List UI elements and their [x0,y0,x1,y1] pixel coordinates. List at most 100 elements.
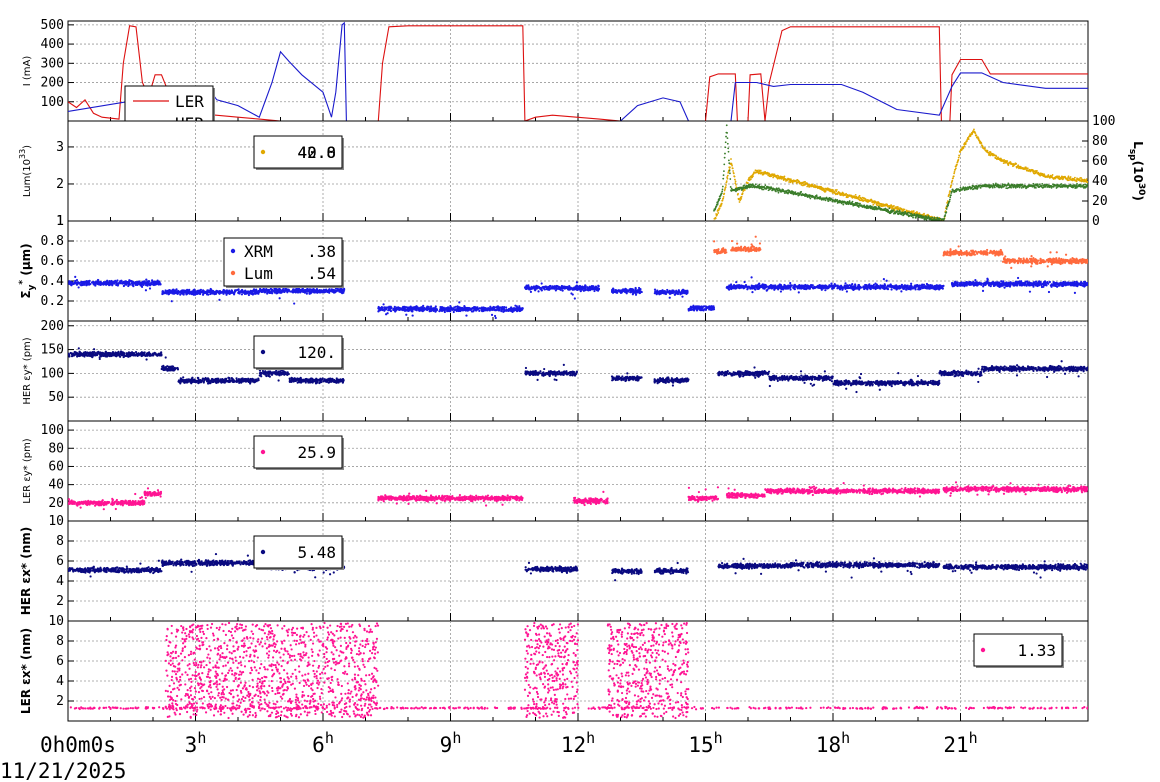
data-point [747,182,749,184]
data-point [142,283,145,287]
data-point [677,289,680,292]
data-point [1038,183,1041,186]
data-point [579,290,582,293]
data-point [70,282,74,285]
data-point [1017,164,1020,167]
data-point [974,132,977,135]
panel-data [68,235,1088,320]
data-point [563,286,566,289]
data-point [93,283,96,286]
data-point [327,288,331,291]
data-point [237,288,240,291]
data-point [729,178,732,180]
data-point [948,192,951,194]
data-point [912,216,914,219]
data-point [737,192,739,195]
data-point [668,296,671,299]
data-point [167,292,171,296]
data-point [150,282,153,285]
data-point [637,286,641,290]
data-point [955,190,958,193]
data-point [943,217,946,220]
data-point [972,187,975,190]
legend-value: 40.0 [297,143,336,162]
data-point [667,291,670,294]
data-point [978,139,981,142]
data-point [68,280,71,283]
data-point [727,287,730,290]
data-point [480,307,483,310]
data-point [255,288,258,291]
data-point [1075,180,1078,183]
data-point [717,200,720,203]
data-point [525,285,528,288]
data-point [116,284,119,287]
data-point [696,307,699,310]
data-point [83,282,86,285]
data-point [950,194,952,197]
data-point [132,281,135,284]
data-point [724,152,726,155]
data-point [721,185,724,188]
data-point [423,308,426,311]
data-point [722,195,725,198]
data-point [1082,183,1085,186]
data-point [514,304,517,307]
right-y-tick-label: 100 [1092,114,1115,129]
data-point [761,171,764,174]
data-point [656,291,659,294]
data-point [986,149,989,152]
data-point [113,282,116,285]
data-point [951,179,954,182]
data-point [180,289,184,292]
data-point [757,171,760,173]
data-point [90,281,94,284]
data-point [103,282,107,285]
data-point [1069,183,1072,186]
data-point [1047,174,1050,176]
data-point [857,202,860,205]
data-point [614,289,617,292]
data-point [950,184,953,187]
y-axis-label: I (mA) [22,56,33,87]
data-point [923,215,925,218]
data-point [948,193,951,196]
data-point [591,285,595,288]
y-tick-label: 100 [41,95,64,110]
data-point [707,305,710,309]
data-point [677,290,680,294]
data-point [956,163,958,166]
data-point [664,290,667,293]
data-point [432,309,435,312]
data-point [735,183,737,186]
data-point [294,290,297,293]
data-point [1009,185,1012,188]
data-point [634,293,638,296]
data-point [733,175,736,178]
data-point [787,192,789,195]
data-point [831,190,834,193]
data-point [1058,175,1061,178]
data-point [467,309,470,312]
data-point [897,207,900,210]
data-point [872,203,875,206]
data-point [494,316,497,320]
data-point [743,189,746,191]
data-point [316,291,319,294]
data-point [490,313,494,316]
data-point [75,278,79,282]
data-point [389,309,393,313]
data-point [997,156,999,159]
data-point [338,288,341,291]
data-point [750,276,753,279]
data-point [824,289,827,292]
data-point [995,182,997,185]
data-point [948,198,951,201]
data-point [783,192,786,195]
data-point [471,310,474,313]
right-y-tick-label: 20 [1092,194,1108,209]
data-point [953,172,956,175]
data-point [305,292,308,295]
data-point [883,283,886,286]
panel-data [68,21,1088,121]
